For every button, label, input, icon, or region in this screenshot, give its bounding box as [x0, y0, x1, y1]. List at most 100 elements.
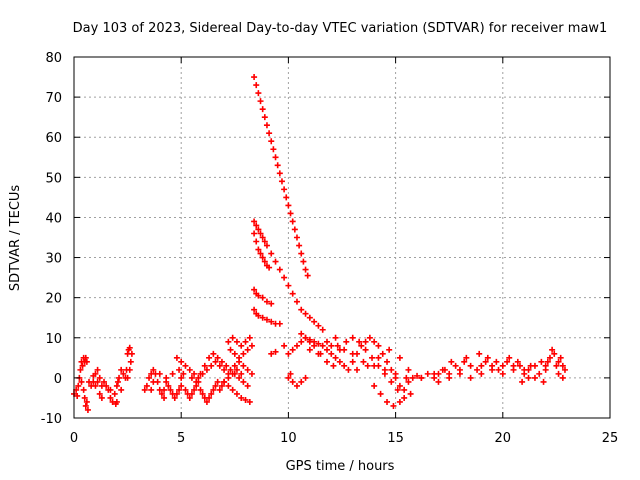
- data-point: [98, 394, 105, 401]
- data-point: [259, 106, 266, 113]
- data-point: [236, 354, 243, 361]
- data-point: [210, 386, 217, 393]
- data-point: [218, 358, 225, 365]
- data-point: [330, 362, 337, 369]
- data-point: [268, 250, 275, 257]
- data-point: [107, 394, 114, 401]
- data-point: [225, 382, 232, 389]
- data-point: [396, 354, 403, 361]
- data-point: [206, 394, 213, 401]
- data-point: [302, 310, 309, 317]
- x-tick-label: 25: [602, 431, 619, 446]
- data-point: [257, 230, 264, 237]
- data-point: [82, 354, 89, 361]
- data-point: [272, 348, 279, 355]
- data-point: [244, 382, 251, 389]
- data-point: [349, 358, 356, 365]
- data-point: [244, 366, 251, 373]
- data-point: [386, 346, 393, 353]
- data-point: [201, 362, 208, 369]
- data-point: [403, 374, 410, 381]
- data-point: [231, 362, 238, 369]
- data-point: [336, 358, 343, 365]
- y-axis-label: SDTVAR / TECUs: [8, 185, 23, 292]
- data-point: [369, 354, 376, 361]
- data-point: [311, 318, 318, 325]
- y-tick-label: 80: [45, 51, 62, 66]
- y-tick-label: 70: [45, 91, 62, 106]
- data-point: [482, 358, 489, 365]
- data-point: [266, 264, 273, 271]
- grid-lines: [74, 57, 610, 418]
- data-point: [394, 386, 401, 393]
- data-point: [332, 354, 339, 361]
- data-point: [253, 82, 260, 89]
- data-point: [83, 398, 90, 405]
- data-point: [229, 386, 236, 393]
- data-point: [214, 378, 221, 385]
- data-point: [499, 370, 506, 377]
- data-point: [163, 374, 170, 381]
- data-point: [253, 222, 260, 229]
- data-point: [161, 394, 168, 401]
- data-point: [143, 382, 150, 389]
- data-point: [319, 342, 326, 349]
- data-point: [289, 346, 296, 353]
- x-tick-label: 20: [495, 431, 512, 446]
- data-point: [80, 386, 87, 393]
- y-tick-label: 50: [45, 171, 62, 186]
- data-point: [366, 334, 373, 341]
- data-point: [227, 366, 234, 373]
- data-point: [276, 320, 283, 327]
- data-point: [246, 398, 253, 405]
- data-point: [101, 378, 108, 385]
- data-point: [504, 358, 511, 365]
- data-point: [281, 274, 288, 281]
- data-point: [489, 366, 496, 373]
- data-point: [251, 230, 258, 237]
- data-point: [203, 398, 210, 405]
- series-early-cluster: [71, 344, 135, 413]
- data-point: [156, 370, 163, 377]
- data-point: [555, 370, 562, 377]
- data-point: [255, 246, 262, 253]
- y-tick-label: 0: [54, 372, 62, 387]
- data-point: [332, 334, 339, 341]
- data-point: [268, 318, 275, 325]
- data-point: [221, 366, 228, 373]
- data-point: [396, 382, 403, 389]
- y-tick-label: -10: [41, 412, 62, 427]
- data-point: [253, 238, 260, 245]
- data-point: [150, 378, 157, 385]
- data-point: [171, 394, 178, 401]
- series-late-band: [418, 346, 568, 385]
- data-point: [180, 370, 187, 377]
- data-point: [375, 342, 382, 349]
- series-rising-arcs: [173, 334, 255, 389]
- data-point: [263, 242, 270, 249]
- data-point: [409, 374, 416, 381]
- data-point: [531, 374, 538, 381]
- data-point: [521, 366, 528, 373]
- data-point: [90, 372, 97, 379]
- data-point: [263, 298, 270, 305]
- data-point: [525, 374, 532, 381]
- chart-title: Day 103 of 2023, Sidereal Day-to-day VTE…: [73, 21, 608, 36]
- data-point: [463, 354, 470, 361]
- data-point: [124, 374, 131, 381]
- data-point: [315, 350, 322, 357]
- data-point: [536, 370, 543, 377]
- data-point: [304, 272, 311, 279]
- data-point: [178, 374, 185, 381]
- series-steep-decline: [251, 74, 311, 279]
- data-point: [111, 390, 118, 397]
- data-point: [268, 350, 275, 357]
- data-point: [461, 358, 468, 365]
- data-point: [81, 394, 88, 401]
- data-point: [255, 312, 262, 319]
- data-point: [259, 294, 266, 301]
- data-point: [405, 378, 412, 385]
- data-point: [495, 366, 502, 373]
- data-point: [407, 390, 414, 397]
- data-point: [401, 386, 408, 393]
